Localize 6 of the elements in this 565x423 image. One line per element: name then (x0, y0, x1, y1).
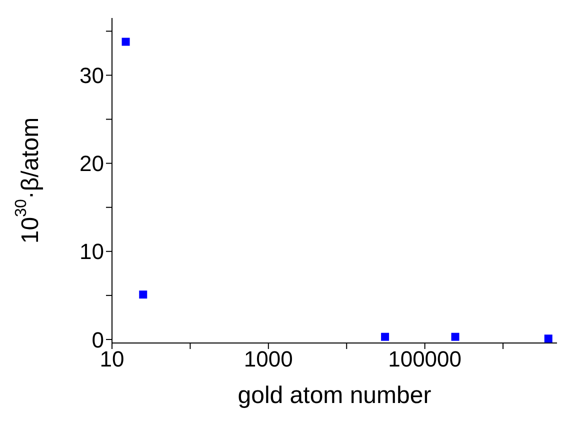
y-tick-label: 10 (80, 239, 104, 264)
y-tick-label: 30 (80, 63, 104, 88)
x-tick-label: 1000 (244, 346, 293, 372)
y-tick-label: 20 (80, 151, 104, 176)
x-axis-title: gold atom number (238, 382, 432, 408)
x-tick-label: 100000 (388, 346, 462, 372)
